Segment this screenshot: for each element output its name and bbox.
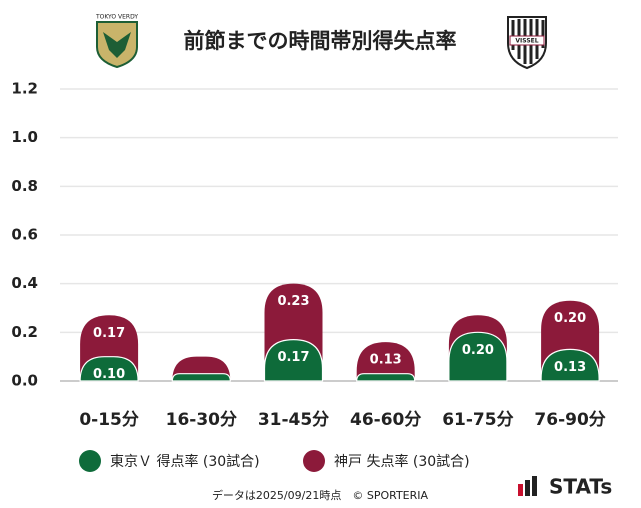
x-tick-label: 16-30分 (166, 410, 237, 430)
bar-segment (263, 339, 324, 382)
home-logo: TOKYO VERDY (95, 14, 138, 69)
data-label: 0.13 (370, 353, 402, 368)
x-tick-label: 76-90分 (534, 410, 605, 430)
legend-marker (79, 450, 101, 472)
y-tick-label: 1.0 (11, 128, 38, 146)
bar-segment (540, 348, 600, 382)
data-label: 0.20 (554, 311, 586, 326)
x-tick-label: 46-60分 (350, 410, 421, 430)
chart-title: 前節までの時間帯別得失点率 (184, 29, 457, 53)
data-label: 0.17 (277, 350, 309, 365)
y-tick-label: 0.2 (11, 323, 38, 341)
brand-text: STATs (549, 475, 612, 499)
bar-segment (356, 373, 416, 382)
data-label: 0.20 (462, 343, 494, 358)
legend-label: 東京Ｖ 得点率 (30試合) (110, 453, 260, 470)
x-tick-label: 61-75分 (442, 410, 513, 430)
legend-marker (303, 450, 325, 472)
y-tick-label: 0.8 (11, 177, 38, 195)
bar-segment (356, 342, 415, 381)
y-tick-label: 0.4 (11, 274, 38, 292)
bar-segment (448, 331, 508, 382)
x-tick-label: 0-15分 (79, 410, 139, 430)
away-logo-text: VISSEL (515, 38, 538, 45)
y-tick-label: 0.6 (11, 226, 38, 244)
home-logo-text: TOKYO VERDY (95, 14, 138, 21)
y-tick-label: 0.0 (11, 372, 38, 390)
data-label: 0.17 (93, 326, 125, 341)
bar-segment (79, 356, 139, 382)
data-label: 0.10 (93, 367, 125, 382)
data-label: 0.13 (554, 360, 586, 375)
brand-logo: STATs (518, 475, 612, 499)
legend-label: 神戸 失点率 (30試合) (334, 453, 470, 470)
x-tick-label: 31-45分 (258, 410, 329, 430)
away-logo: VISSEL (507, 16, 547, 70)
y-tick-label: 1.2 (11, 80, 38, 98)
data-label: 0.23 (277, 294, 309, 309)
bar-segment (171, 373, 231, 382)
footer: データは2025/09/21時点 © SPORTERIA (212, 488, 429, 502)
